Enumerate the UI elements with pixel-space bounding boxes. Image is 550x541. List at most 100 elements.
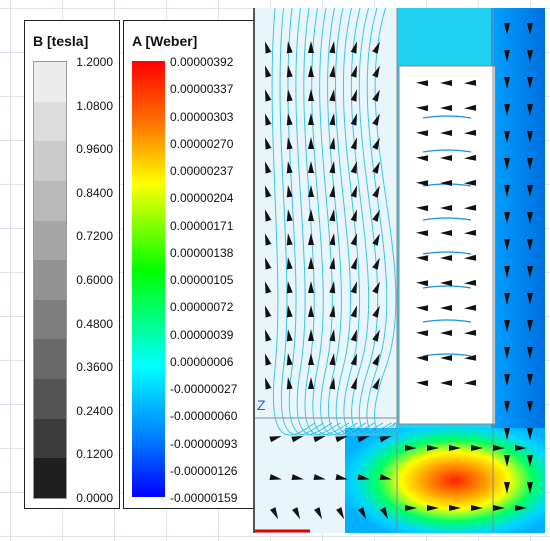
field-arrow — [464, 179, 477, 186]
field-arrow — [308, 305, 314, 317]
field-arrow — [515, 505, 527, 511]
field-arrow — [286, 377, 293, 390]
field-arrow — [372, 377, 380, 390]
field-arrow — [440, 355, 452, 361]
field-arrow — [292, 507, 301, 520]
legend-b-swatch — [34, 141, 66, 182]
field-arrow — [372, 329, 380, 342]
field-arrow — [308, 185, 314, 197]
field-arrow — [527, 320, 533, 332]
field-arrow — [416, 230, 429, 237]
field-arrow — [504, 374, 510, 386]
legend-a-panel: A [Weber] 0.00000392 0.00000337 0.00000303… — [123, 20, 255, 509]
field-arrow — [329, 233, 336, 246]
legend-b-colorbar — [33, 61, 67, 499]
field-arrow — [416, 280, 429, 287]
field-arrow — [269, 435, 282, 443]
legend-b-tick: 0.6000 — [76, 273, 113, 287]
legend-a-tick: 0.00000006 — [170, 354, 234, 369]
field-arrow — [329, 209, 336, 222]
field-arrow — [329, 161, 336, 174]
field-arrow — [527, 77, 533, 89]
field-arrow — [286, 353, 293, 366]
legend-b-tick: 0.2400 — [76, 403, 113, 418]
field-arrow — [527, 212, 533, 224]
hot-region — [345, 428, 545, 533]
field-arrow — [286, 161, 293, 174]
field-arrow — [329, 41, 336, 54]
field-arrow — [449, 505, 461, 511]
field-arrow — [471, 505, 483, 511]
field-arrow — [504, 212, 510, 224]
field-arrow — [372, 185, 380, 198]
field-arrow — [264, 113, 272, 126]
field-arrow — [329, 185, 336, 198]
field-arrow — [350, 113, 358, 126]
legend-b-tick: 0.9600 — [76, 142, 113, 157]
field-arrow — [372, 281, 380, 294]
field-arrow — [372, 305, 380, 318]
field-arrow — [329, 305, 336, 318]
field-arrow — [440, 305, 452, 311]
field-arrow — [329, 137, 336, 150]
legend-b-tick: 0.7200 — [76, 229, 113, 244]
field-arrow — [264, 161, 272, 174]
contour-line — [350, 8, 396, 436]
field-arrow — [329, 257, 336, 270]
field-arrow — [504, 401, 510, 413]
field-arrow — [464, 104, 477, 111]
field-arrow — [286, 185, 293, 198]
field-arrow — [405, 445, 417, 451]
field-arrow — [372, 353, 380, 366]
field-arrow — [308, 89, 314, 101]
core-field-line — [422, 115, 472, 119]
field-arrow — [350, 257, 358, 270]
legend-a-title: A [Weber] — [132, 33, 198, 49]
field-arrow — [527, 401, 533, 413]
field-arrow — [380, 507, 389, 520]
field-arrow — [405, 505, 417, 511]
legend-a-tick: -0.00000159 — [170, 491, 238, 505]
field-arrow — [504, 158, 510, 170]
legend-a-tick: 0.00000392 — [170, 55, 234, 69]
field-arrow — [308, 137, 314, 149]
field-arrow — [515, 445, 527, 451]
field-arrow — [308, 329, 314, 341]
legend-b-swatch — [34, 379, 66, 420]
field-arrow — [416, 205, 429, 212]
field-arrow — [527, 131, 533, 143]
field-arrow — [464, 229, 477, 236]
field-arrow — [329, 353, 336, 366]
field-arrow — [357, 435, 370, 443]
field-arrow — [350, 209, 358, 222]
legend-a-tick: -0.00000027 — [170, 382, 238, 396]
field-plot[interactable]: Z — [253, 8, 545, 533]
field-arrow — [440, 155, 452, 161]
field-arrow — [358, 507, 367, 520]
legend-b-tick: 0.4800 — [76, 316, 113, 331]
field-arrow — [504, 185, 510, 197]
legend-b-title: B [tesla] — [33, 33, 89, 49]
field-arrow — [264, 185, 272, 198]
core-window — [398, 65, 496, 425]
field-arrow — [264, 353, 272, 366]
field-arrow — [286, 257, 293, 270]
field-arrow — [264, 377, 272, 390]
field-arrow — [264, 257, 272, 270]
contour-line — [366, 8, 397, 436]
field-arrow — [308, 257, 314, 269]
field-plot-canvas: Z — [255, 8, 545, 533]
field-arrow — [471, 445, 483, 451]
field-arrow — [379, 474, 392, 480]
legend-b-swatch — [34, 220, 66, 261]
field-arrow — [440, 80, 452, 86]
contour-line — [319, 8, 367, 436]
field-arrow — [527, 347, 533, 359]
legend-a-tick: 0.00000138 — [170, 245, 234, 260]
field-arrow — [440, 180, 452, 186]
field-arrow — [416, 330, 429, 337]
field-arrow — [464, 254, 477, 261]
field-arrow — [416, 255, 429, 262]
field-arrow — [350, 65, 358, 78]
field-arrow — [308, 161, 314, 173]
